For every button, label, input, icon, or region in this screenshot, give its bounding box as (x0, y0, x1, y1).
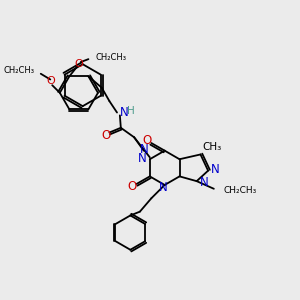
Text: O: O (127, 180, 136, 194)
Text: N: N (158, 181, 167, 194)
Text: H: H (127, 106, 134, 116)
Text: O: O (142, 134, 151, 147)
Text: CH₂CH₃: CH₂CH₃ (95, 53, 126, 62)
Text: CH₂CH₃: CH₂CH₃ (224, 186, 256, 195)
Text: CH₃: CH₃ (202, 142, 222, 152)
Text: N: N (120, 106, 129, 119)
Text: N: N (211, 163, 220, 176)
Text: CH₂CH₃: CH₂CH₃ (3, 66, 34, 75)
Text: O: O (46, 76, 55, 86)
Text: N: N (138, 152, 147, 165)
Text: O: O (101, 129, 110, 142)
Text: O: O (74, 59, 83, 69)
Text: N: N (200, 176, 208, 189)
Text: N: N (140, 143, 149, 156)
